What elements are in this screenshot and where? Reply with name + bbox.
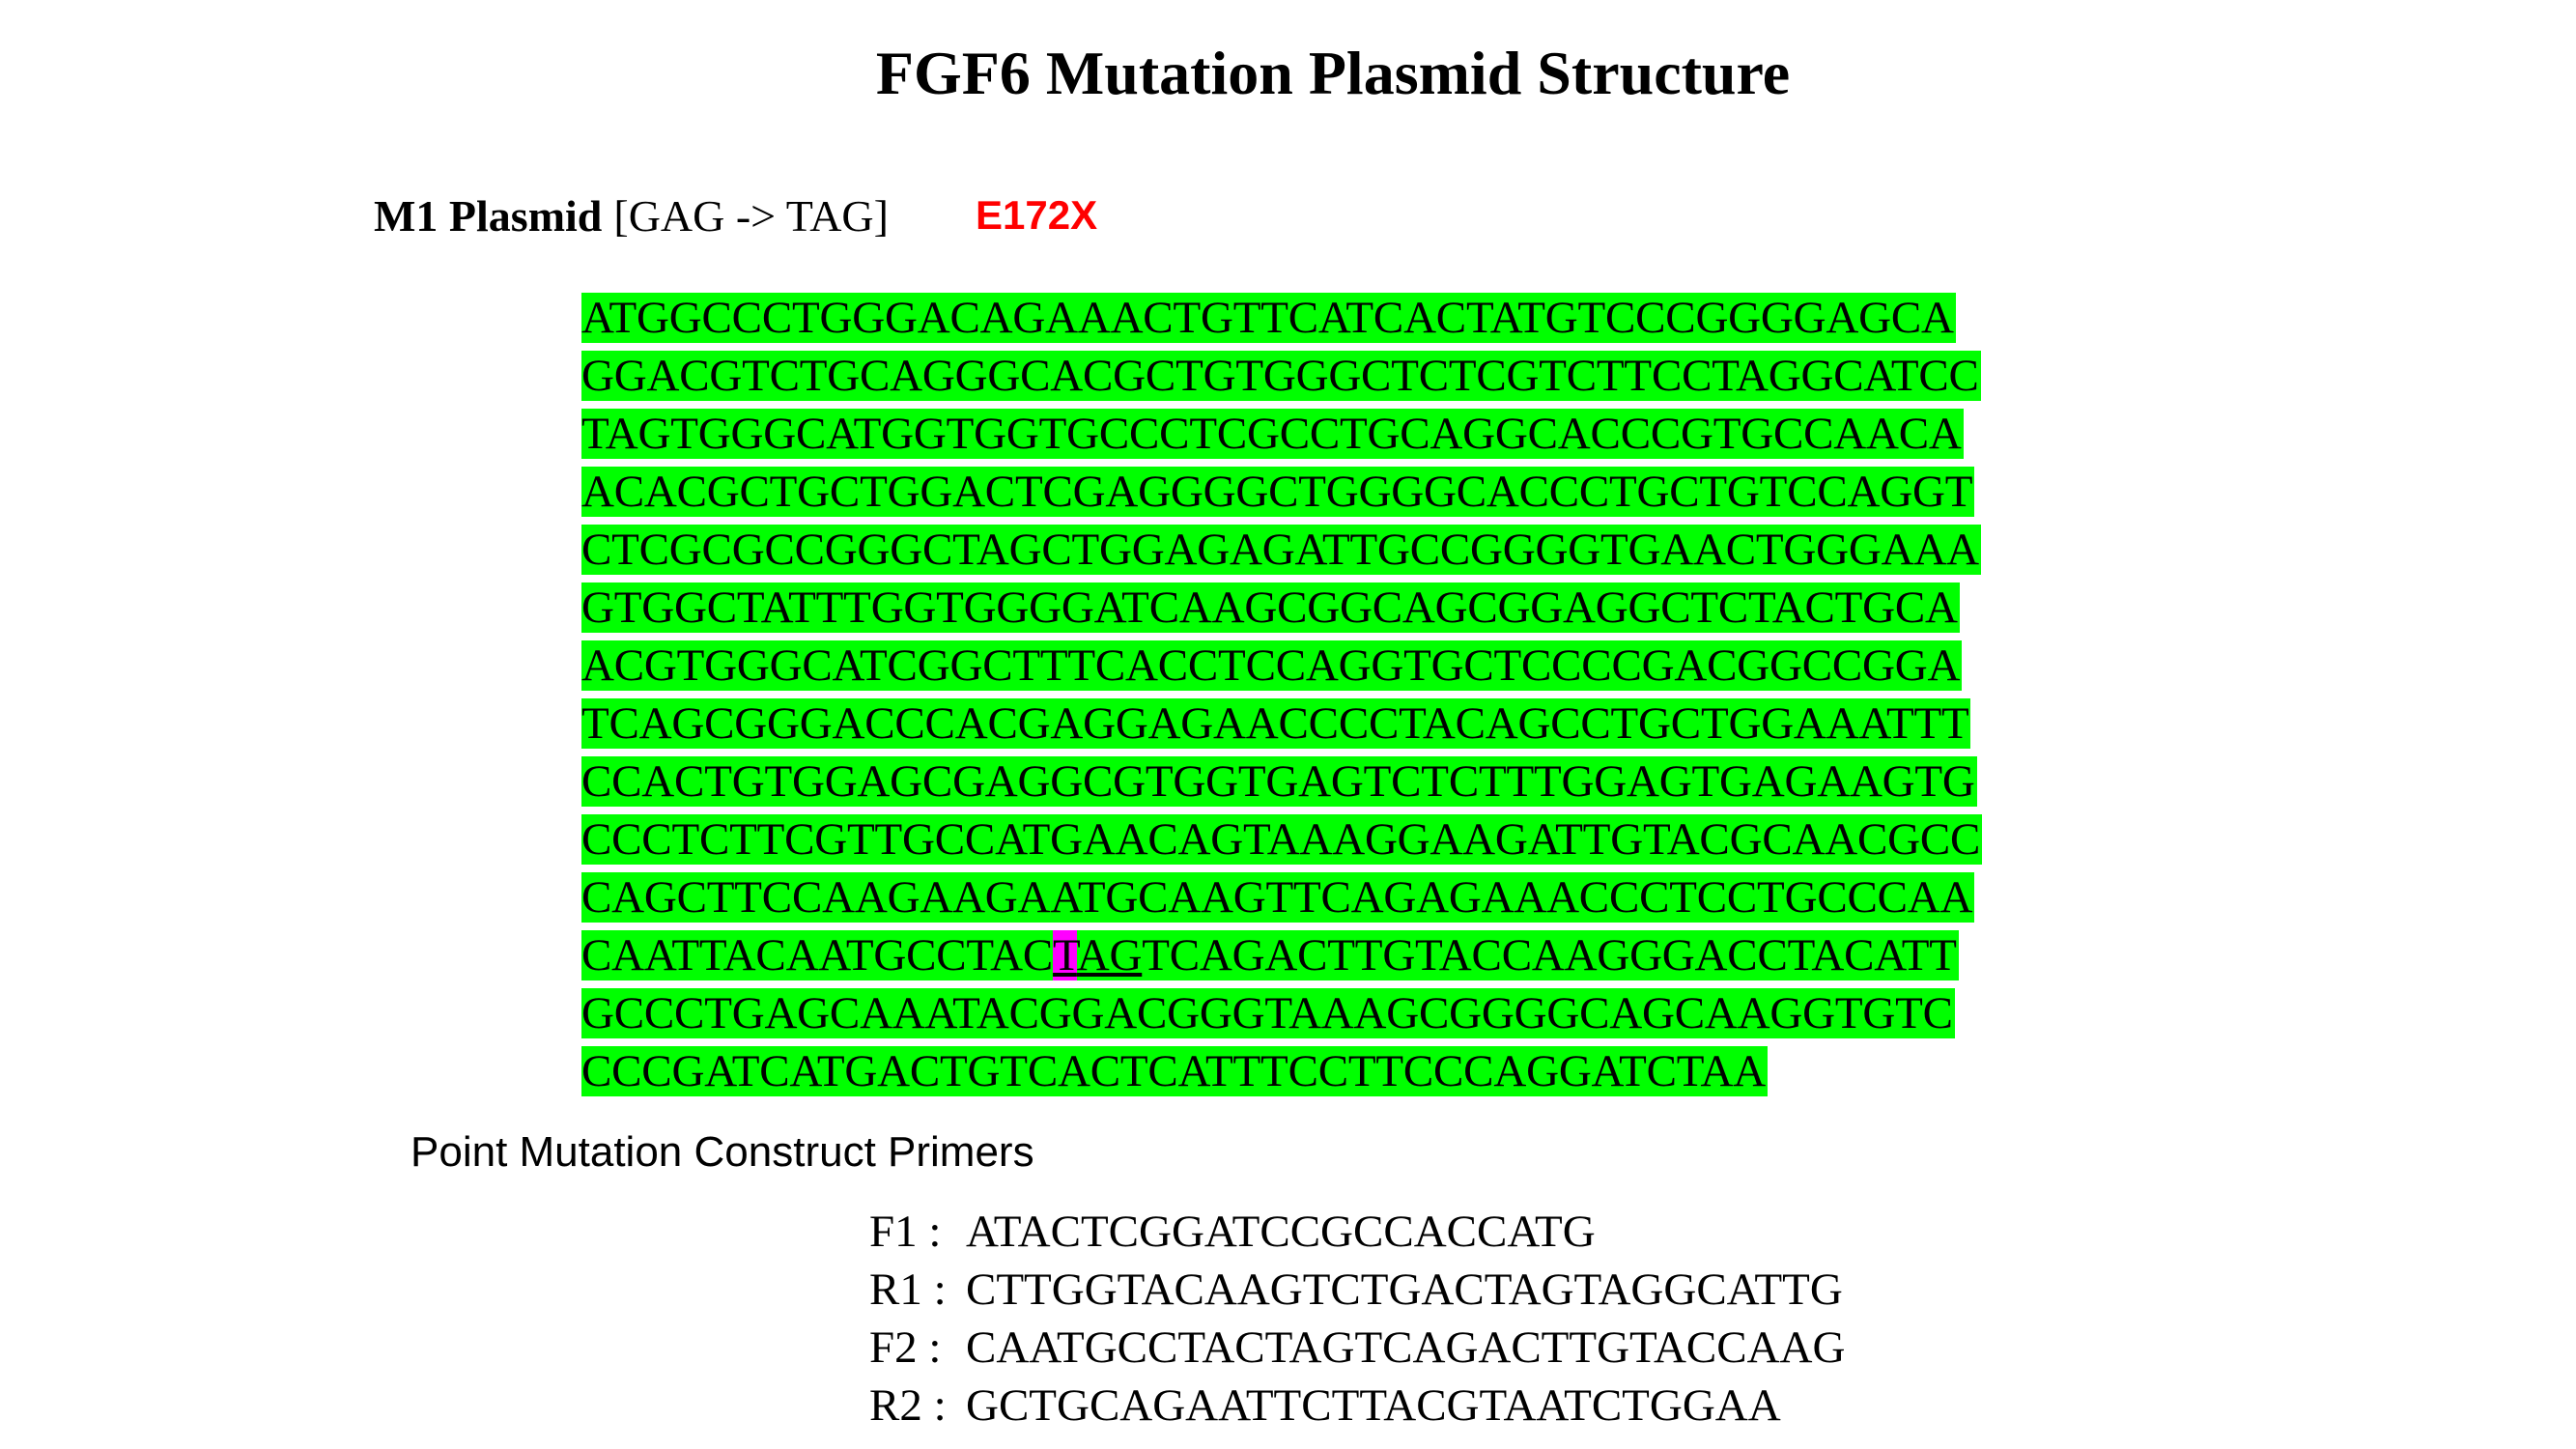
codon-change: [GAG -> TAG] [613, 191, 889, 241]
sequence-line: ACGTGGGCATCGGCTTTCACCTCCAGGTGCTCCCCGACGG… [581, 640, 1963, 691]
primers-heading: Point Mutation Construct Primers [410, 1128, 1034, 1176]
sequence-line: CCCTCTTCGTTGCCATGAACAGTAAAGGAAGATTGTACGC… [581, 814, 1983, 865]
primer-sequence: CTTGGTACAAGTCTGACTAGTAGGCATTG [966, 1264, 1843, 1315]
sequence-line: CCACTGTGGAGCGAGGCGTGGTGAGTCTCTTTGGAGTGAG… [581, 756, 1977, 807]
sequence-line: ATGGCCCTGGGACAGAAACTGTTCATCACTATGTCCCGGG… [581, 293, 1956, 343]
primer-sequence: ATACTCGGATCCGCCACCATG [966, 1207, 1596, 1257]
primer-row: F2 : CAATGCCTACTAGTCAGACTTGTACCAAG [869, 1319, 1845, 1377]
stop-codon-rest: AG [1076, 930, 1143, 980]
primer-name: F2 : [869, 1322, 942, 1373]
mutation-line-after: TCAGACTTGTACCAAGGGACCTACATT [1142, 930, 1957, 980]
sequence-line: GGACGTCTGCAGGGCACGCTGTGGGCTCTCGTCTTCCTAG… [581, 351, 1981, 401]
primer-list: F1 : ATACTCGGATCCGCCACCATG R1 : CTTGGTACAA… [869, 1203, 1845, 1435]
plasmid-name: M1 Plasmid [374, 191, 603, 241]
primer-name: R2 : [869, 1380, 947, 1431]
sequence-line: TCAGCGGGACCCACGAGGAGAACCCCTACAGCCTGCTGGA… [581, 698, 1971, 749]
primer-sequence: CAATGCCTACTAGTCAGACTTGTACCAAG [966, 1322, 1846, 1373]
primer-row: R2 : GCTGCAGAATTCTTACGTAATCTGGAA [869, 1377, 1845, 1435]
sequence-line: CTCGCGCCGGGCTAGCTGGAGAGATTGCCGGGGTGAACTG… [581, 525, 1981, 575]
mutation-label: E172X [976, 192, 1098, 238]
sequence-line: CCCGATCATGACTGTCACTCATTTCCTTCCCAGGATCTAA [581, 1046, 1768, 1096]
sequence-line: ACACGCTGCTGGACTCGAGGGGCTGGGGCACCCTGCTGTC… [581, 467, 1975, 517]
primer-sequence: GCTGCAGAATTCTTACGTAATCTGGAA [966, 1380, 1781, 1431]
primer-row: R1 : CTTGGTACAAGTCTGACTAGTAGGCATTG [869, 1261, 1845, 1319]
primer-row: F1 : ATACTCGGATCCGCCACCATG [869, 1203, 1845, 1261]
primer-name: R1 : [869, 1264, 947, 1315]
sequence-line: GTGGCTATTTGGTGGGGATCAAGCGGCAGCGGAGGCTCTA… [581, 582, 1960, 633]
sequence-line: TAGTGGGCATGGTGGTGCCCTCGCCTGCAGGCACCCGTGC… [581, 409, 1964, 459]
primer-name: F1 : [869, 1207, 942, 1257]
mutated-base: T [1053, 930, 1077, 980]
sequence-line: GCCCTGAGCAAATACGGACGGGTAAAGCGGGGCAGCAAGG… [581, 988, 1955, 1038]
sequence-line-mutation: CAATTACAATGCCTACTAGTCAGACTTGTACCAAGGGACC… [581, 927, 1982, 985]
sequence-line: CAGCTTCCAAGAAGAATGCAAGTTCAGAGAAACCCTCCTG… [581, 872, 1975, 923]
mutation-line: CAATTACAATGCCTACTAGTCAGACTTGTACCAAGGGACC… [581, 930, 1959, 980]
dna-sequence: ATGGCCCTGGGACAGAAACTGTTCATCACTATGTCCCGGG… [581, 290, 1983, 1101]
mutation-line-before: CAATTACAATGCCTAC [581, 930, 1054, 980]
page-title: FGF6 Mutation Plasmid Structure [875, 39, 1791, 107]
plasmid-header: M1 Plasmid [GAG -> TAG] [374, 190, 889, 242]
